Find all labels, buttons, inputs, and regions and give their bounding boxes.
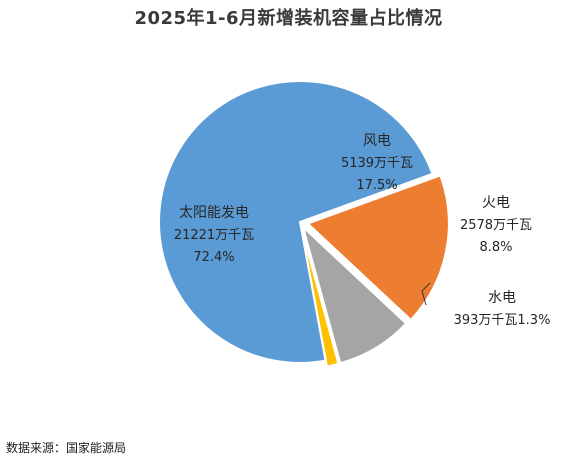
pie-slice-0 (305, 174, 450, 322)
chart-title: 2025年1-6月新增装机容量占比情况 (134, 8, 443, 29)
slice-label-name-2: 水电 (488, 290, 516, 306)
slice-label-name-0: 风电 (363, 133, 391, 149)
slice-label-pct-0: 17.5% (356, 178, 397, 193)
slice-label-value-2: 393万千瓦1.3% (454, 313, 551, 328)
slice-label-value-3: 21221万千瓦 (174, 228, 254, 243)
pie-slice-2 (300, 227, 340, 368)
slice-label-value-0: 5139万千瓦 (341, 156, 413, 171)
pie-slice-3 (158, 80, 434, 364)
pie-slice-1 (301, 223, 408, 365)
slice-label-name-3: 太阳能发电 (179, 205, 249, 221)
slice-label-value-1: 2578万千瓦 (460, 218, 532, 233)
slice-label-pct-1: 8.8% (479, 240, 512, 255)
leader-line-2 (421, 282, 431, 306)
slice-label-pct-3: 72.4% (193, 250, 234, 265)
data-source-note: 数据来源：国家能源局 (6, 441, 127, 455)
slice-label-name-1: 火电 (482, 195, 510, 211)
